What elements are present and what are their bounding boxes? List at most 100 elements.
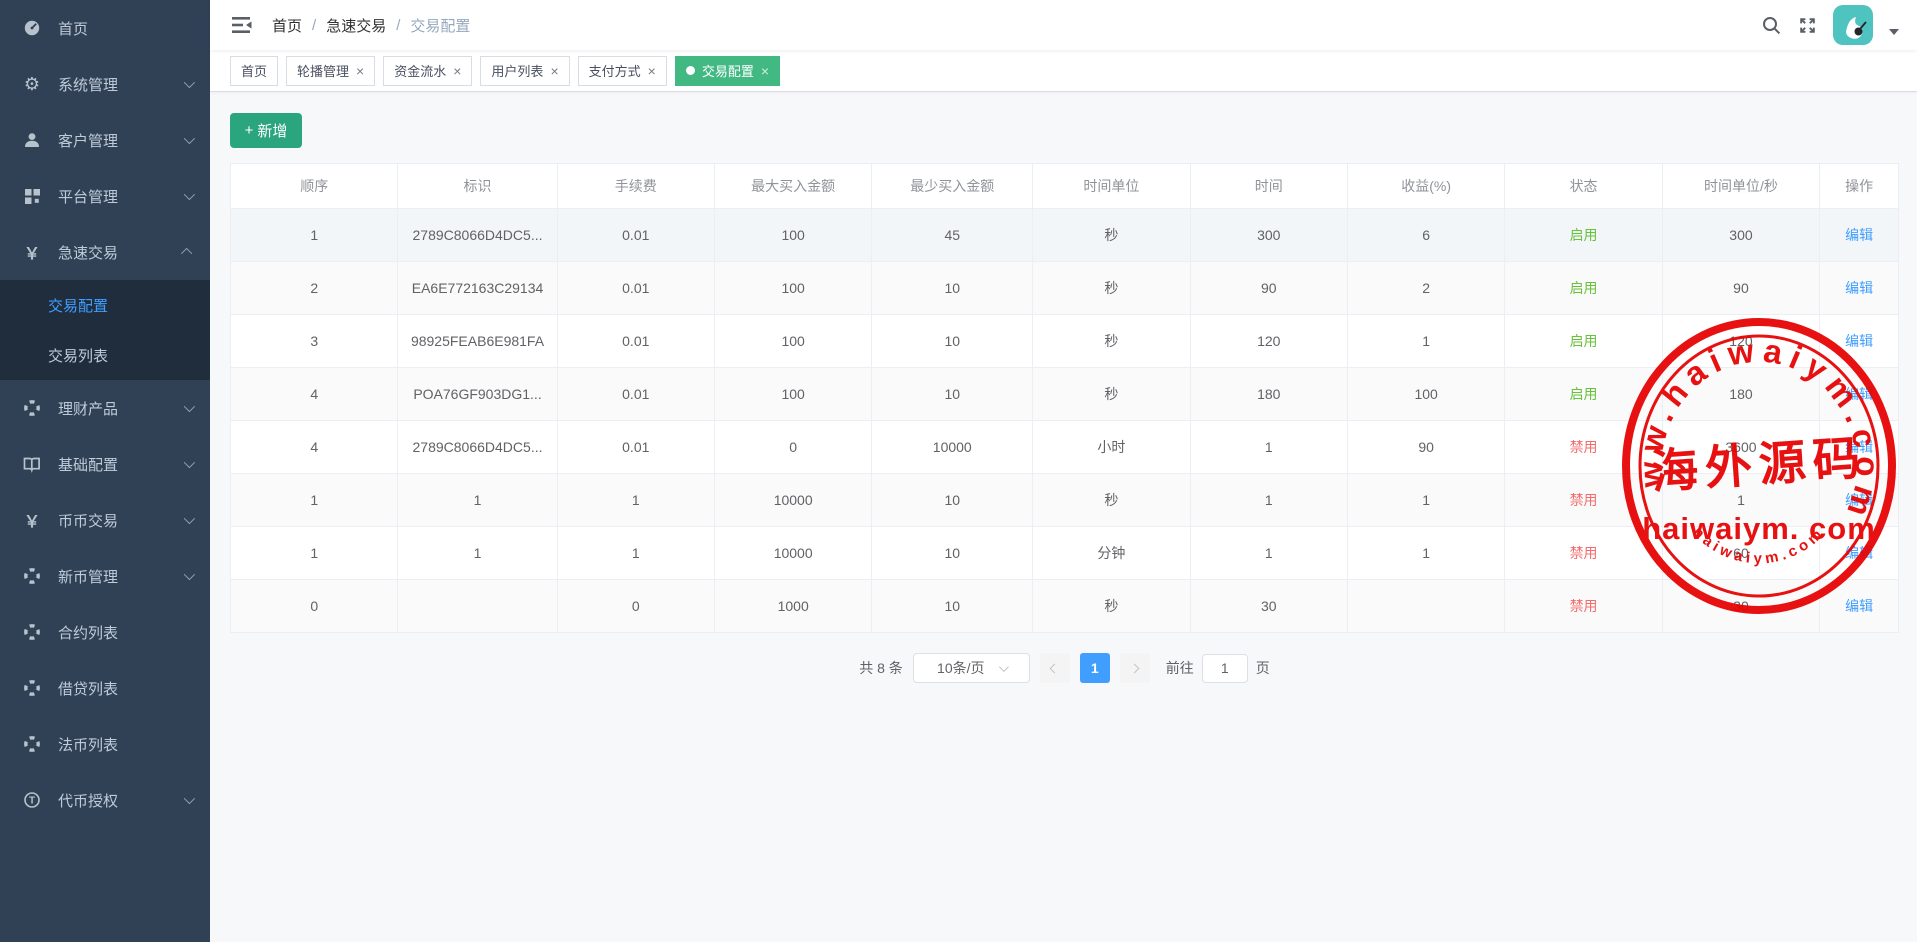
column-header: 最少买入金额 — [871, 163, 1034, 209]
table-cell: 0.01 — [556, 314, 715, 368]
table-cell: 10 — [871, 473, 1034, 527]
table-cell: 120 — [1661, 314, 1821, 368]
table-row: 1 1 1 10000 10 秒 1 1 禁用 1 编辑 — [229, 473, 1899, 527]
table-cell: 10 — [871, 261, 1034, 315]
table-cell: 1 — [397, 526, 558, 580]
chevron-right-icon — [1129, 663, 1140, 673]
tab-0[interactable]: 首页 — [230, 55, 279, 86]
table-cell: 90 — [1661, 261, 1821, 315]
edit-link[interactable]: 编辑 — [1845, 227, 1874, 243]
edit-link[interactable]: 编辑 — [1845, 492, 1874, 508]
sidebar-subitem-0[interactable]: 交易配置 — [0, 280, 210, 330]
sidebar-item-11[interactable]: 法币列表 — [0, 716, 210, 772]
table-cell: 2 — [1346, 261, 1506, 315]
plus-icon: + — [244, 122, 254, 139]
table-cell: 2789C8066D4DC5... — [397, 420, 558, 474]
user-menu-caret-icon[interactable] — [1889, 29, 1899, 35]
table-cell: 1 — [1189, 526, 1348, 580]
chevron-up-icon — [180, 247, 193, 260]
table-row: 1 1 1 10000 10 分钟 1 1 禁用 60 编辑 — [229, 526, 1899, 580]
tab-label: 首页 — [241, 64, 268, 79]
action-cell: 编辑 — [1819, 420, 1899, 474]
table-cell: 秒 — [1032, 261, 1191, 315]
table-cell: 2 — [229, 261, 399, 315]
table-cell: 秒 — [1032, 208, 1191, 262]
close-icon[interactable]: × — [453, 62, 462, 79]
tab-2[interactable]: 资金流水 × — [383, 55, 473, 86]
yen-icon: ￥ — [23, 246, 40, 263]
table-cell: 100 — [713, 208, 873, 262]
edit-link[interactable]: 编辑 — [1845, 598, 1874, 614]
table-cell: 1 — [397, 473, 558, 527]
sidebar-submenu: 交易配置 交易列表 — [0, 280, 210, 380]
close-icon[interactable]: × — [356, 62, 365, 79]
sidebar-item-10[interactable]: 借贷列表 — [0, 660, 210, 716]
edit-link[interactable]: 编辑 — [1845, 386, 1874, 402]
add-button[interactable]: + 新增 — [230, 113, 302, 148]
tab-5[interactable]: 交易配置 × — [674, 55, 781, 86]
prev-page-button[interactable] — [1039, 653, 1070, 683]
sidebar-item-label: 法币列表 — [58, 736, 119, 754]
next-page-button[interactable] — [1119, 653, 1150, 683]
sidebar-item-8[interactable]: 新币管理 — [0, 548, 210, 604]
sidebar-item-6[interactable]: 基础配置 — [0, 436, 210, 492]
page-size-select[interactable]: 10条/页 — [912, 653, 1030, 683]
lifebuoy-icon — [20, 399, 44, 417]
edit-link[interactable]: 编辑 — [1845, 439, 1874, 455]
edit-link[interactable]: 编辑 — [1845, 333, 1874, 349]
sidebar-item-2[interactable]: 客户管理 — [0, 112, 210, 168]
column-header: 时间单位/秒 — [1661, 163, 1821, 209]
chevron-left-icon — [1049, 663, 1060, 673]
action-cell: 编辑 — [1819, 526, 1899, 580]
sidebar-item-3[interactable]: 平台管理 — [0, 168, 210, 224]
tab-1[interactable]: 轮播管理 × — [286, 55, 376, 86]
close-icon[interactable]: × — [550, 62, 559, 79]
table-cell — [397, 579, 558, 633]
table-cell: 3 — [229, 314, 399, 368]
content-area: + 新增 顺序 标识 手续费 最大买入金额 最少买入金额 时间单位 时间 收益(%) 状态 时间单… — [210, 92, 1917, 942]
table-cell: 0.01 — [556, 208, 715, 262]
sidebar-item-12[interactable]: T 代币授权 — [0, 772, 210, 828]
table-header-row: 顺序 标识 手续费 最大买入金额 最少买入金额 时间单位 时间 收益(%) 状态 时间单位/秒 操作 — [229, 163, 1899, 209]
tab-label: 轮播管理 — [297, 64, 350, 79]
sidebar-item-9[interactable]: 合约列表 — [0, 604, 210, 660]
breadcrumb: 首页 / 急速交易 / 交易配置 — [272, 15, 470, 36]
sidebar-item-1[interactable]: ⚙ 系统管理 — [0, 56, 210, 112]
column-header: 顺序 — [229, 163, 399, 209]
sidebar-item-5[interactable]: 理财产品 — [0, 380, 210, 436]
status-text: 禁用 — [1569, 598, 1598, 614]
close-icon[interactable]: × — [760, 62, 770, 79]
action-cell: 编辑 — [1819, 261, 1899, 315]
table-cell: 0.01 — [556, 261, 715, 315]
edit-link[interactable]: 编辑 — [1845, 280, 1874, 296]
user-avatar[interactable] — [1833, 5, 1873, 45]
column-header: 时间单位 — [1032, 163, 1191, 209]
table-cell: 小时 — [1032, 420, 1191, 474]
breadcrumb-module[interactable]: 急速交易 — [326, 17, 387, 35]
status-badge: 启用 — [1504, 208, 1663, 262]
chevron-down-icon — [183, 512, 196, 525]
table-cell: 秒 — [1032, 367, 1191, 421]
status-text: 启用 — [1569, 386, 1598, 402]
tab-3[interactable]: 用户列表 × — [480, 55, 570, 86]
hamburger-icon[interactable] — [232, 15, 254, 35]
sidebar-item-7[interactable]: ￥ 币币交易 — [0, 492, 210, 548]
sidebar-item-4[interactable]: ￥ 急速交易 — [0, 224, 210, 280]
sidebar-item-0[interactable]: 首页 — [0, 0, 210, 56]
goto-page-input[interactable] — [1201, 653, 1248, 683]
edit-link[interactable]: 编辑 — [1845, 545, 1874, 561]
sidebar-item-label: 系统管理 — [58, 76, 119, 94]
table-cell: POA76GF903DG1... — [397, 367, 558, 421]
table-cell: 90 — [1346, 420, 1506, 474]
table-cell: 10 — [871, 314, 1034, 368]
fullscreen-icon[interactable] — [1797, 15, 1817, 35]
search-icon[interactable] — [1761, 15, 1781, 35]
tab-4[interactable]: 支付方式 × — [577, 55, 667, 86]
sidebar-subitem-1[interactable]: 交易列表 — [0, 330, 210, 380]
current-page-button[interactable]: 1 — [1079, 653, 1110, 683]
breadcrumb-home[interactable]: 首页 — [272, 17, 303, 35]
status-badge: 启用 — [1504, 261, 1663, 315]
status-text: 禁用 — [1569, 545, 1598, 561]
close-icon[interactable]: × — [647, 62, 656, 79]
table-cell: 30 — [1189, 579, 1348, 633]
